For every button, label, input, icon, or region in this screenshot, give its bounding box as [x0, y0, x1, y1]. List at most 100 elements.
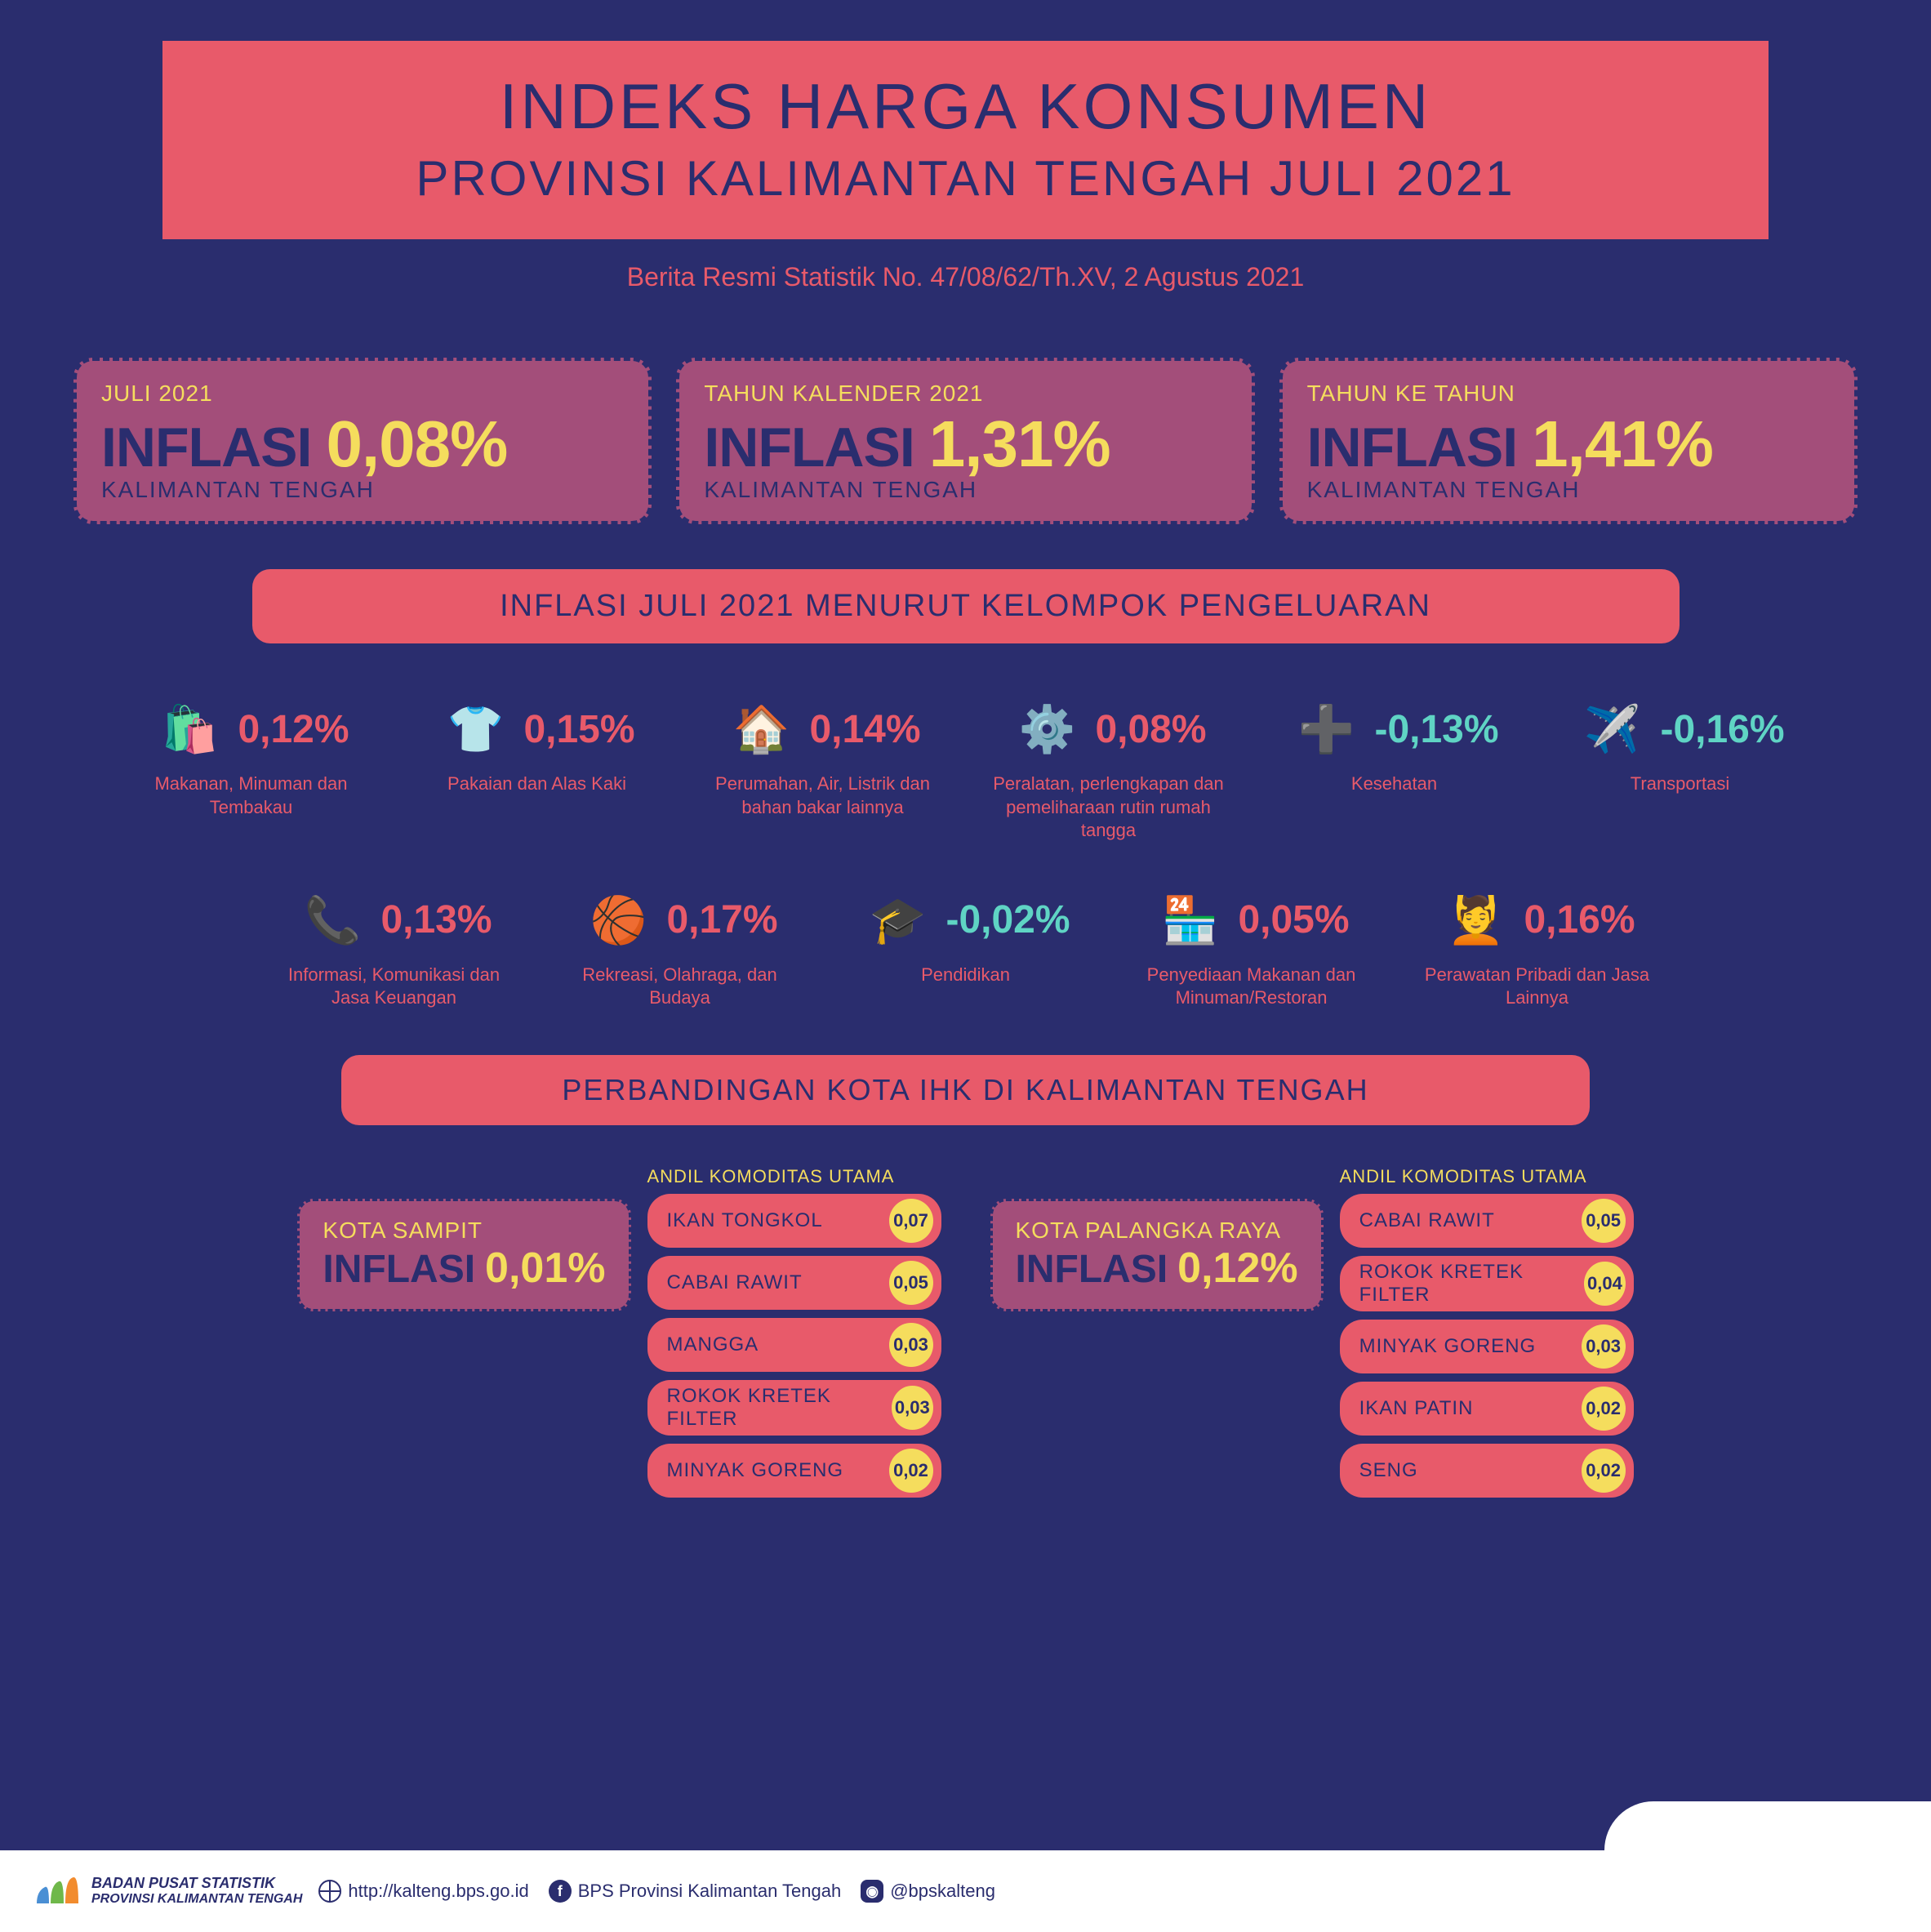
category-label: Informasi, Komunikasi dan Jasa Keuangan: [272, 964, 517, 1010]
commodity-title: ANDIL KOMODITAS UTAMA: [647, 1166, 941, 1187]
category-value: 0,17%: [666, 897, 777, 942]
stat-card: TAHUN KALENDER 2021 INFLASI 1,31% KALIMA…: [676, 358, 1254, 524]
category-item: ⚙️ 0,08% Peralatan, perlengkapan dan pem…: [974, 692, 1244, 843]
commodity-value: 0,04: [1584, 1262, 1625, 1306]
category-row-1: 🛍️ 0,12% Makanan, Minuman dan Tembakau 👕…: [73, 692, 1858, 843]
commodity-value: 0,03: [892, 1386, 932, 1430]
commodity-value: 0,05: [1582, 1199, 1626, 1243]
category-label: Pakaian dan Alas Kaki: [447, 772, 626, 796]
commodity-row: MINYAK GORENG 0,02: [647, 1444, 941, 1498]
title-banner: INDEKS HARGA KONSUMEN PROVINSI KALIMANTA…: [162, 41, 1769, 239]
category-item: 👕 0,15% Pakaian dan Alas Kaki: [403, 692, 672, 843]
stat-label: INFLASI: [101, 416, 311, 479]
subtitle-note: Berita Resmi Statistik No. 47/08/62/Th.X…: [73, 262, 1858, 292]
commodity-row: CABAI RAWIT 0,05: [1340, 1194, 1634, 1248]
city-name: KOTA PALANGKA RAYA: [1016, 1218, 1298, 1244]
category-icon: 🏪: [1153, 884, 1226, 957]
commodity-value: 0,03: [889, 1323, 933, 1367]
category-label: Perumahan, Air, Listrik dan bahan bakar …: [701, 772, 945, 819]
footer: BADAN PUSAT STATISTIK PROVINSI KALIMANTA…: [0, 1850, 1931, 1932]
category-icon: ➕: [1289, 692, 1363, 766]
category-item: 🛍️ 0,12% Makanan, Minuman dan Tembakau: [117, 692, 386, 843]
stat-value: 1,31%: [929, 407, 1110, 482]
footer-curve: [1604, 1801, 1931, 1850]
commodity-title: ANDIL KOMODITAS UTAMA: [1340, 1166, 1634, 1187]
commodity-row: SENG 0,02: [1340, 1444, 1634, 1498]
category-item: ➕ -0,13% Kesehatan: [1260, 692, 1529, 843]
city-inflasi-label: INFLASI: [1016, 1247, 1168, 1292]
footer-logo-block: BADAN PUSAT STATISTIK PROVINSI KALIMANTA…: [33, 1875, 302, 1908]
category-label: Kesehatan: [1351, 772, 1437, 796]
commodity-name: SENG: [1359, 1459, 1418, 1482]
category-value: 0,05%: [1238, 897, 1349, 942]
commodity-name: CABAI RAWIT: [1359, 1209, 1495, 1232]
facebook-icon: f: [549, 1880, 572, 1903]
category-value: -0,16%: [1660, 707, 1784, 752]
stat-region: KALIMANTAN TENGAH: [1307, 477, 1830, 503]
commodity-name: MANGGA: [667, 1333, 759, 1356]
city-block: KOTA PALANGKA RAYA INFLASI 0,12% ANDIL K…: [990, 1166, 1634, 1506]
commodity-value: 0,02: [1582, 1387, 1626, 1431]
category-value: 0,08%: [1095, 707, 1206, 752]
commodity-name: IKAN PATIN: [1359, 1397, 1474, 1420]
category-label: Penyediaan Makanan dan Minuman/Restoran: [1129, 964, 1374, 1010]
commodity-name: ROKOK KRETEK FILTER: [667, 1385, 892, 1431]
title-main: INDEKS HARGA KONSUMEN: [195, 69, 1736, 144]
category-value: -0,02%: [945, 897, 1070, 942]
commodity-name: MINYAK GORENG: [1359, 1335, 1537, 1358]
infographic-page: INDEKS HARGA KONSUMEN PROVINSI KALIMANTA…: [0, 0, 1931, 1932]
stat-period: JULI 2021: [101, 381, 624, 407]
stat-region: KALIMANTAN TENGAH: [101, 477, 624, 503]
commodity-value: 0,02: [889, 1449, 933, 1493]
commodity-row: IKAN TONGKOL 0,07: [647, 1194, 941, 1248]
stat-period: TAHUN KALENDER 2021: [704, 381, 1226, 407]
commodity-row: ROKOK KRETEK FILTER 0,04: [1340, 1256, 1634, 1311]
category-icon: 🏀: [581, 884, 655, 957]
category-label: Transportasi: [1631, 772, 1729, 796]
section-category-banner: INFLASI JULI 2021 MENURUT KELOMPOK PENGE…: [252, 569, 1680, 643]
commodity-value: 0,02: [1582, 1449, 1626, 1493]
stat-value: 0,08%: [326, 407, 507, 482]
commodity-row: MANGGA 0,03: [647, 1318, 941, 1372]
stat-value: 1,41%: [1532, 407, 1713, 482]
category-item: 💆 0,16% Perawatan Pribadi dan Jasa Lainn…: [1403, 884, 1672, 1010]
category-icon: 📞: [296, 884, 369, 957]
category-icon: ✈️: [1575, 692, 1648, 766]
category-icon: 🛍️: [153, 692, 226, 766]
category-value: -0,13%: [1374, 707, 1498, 752]
footer-fb: BPS Provinsi Kalimantan Tengah: [578, 1881, 841, 1902]
footer-org: BADAN PUSAT STATISTIK PROVINSI KALIMANTA…: [91, 1876, 302, 1906]
stat-region: KALIMANTAN TENGAH: [704, 477, 1226, 503]
footer-url-link[interactable]: http://kalteng.bps.go.id: [318, 1880, 528, 1903]
category-icon: ⚙️: [1010, 692, 1083, 766]
category-label: Perawatan Pribadi dan Jasa Lainnya: [1415, 964, 1660, 1010]
commodity-column: ANDIL KOMODITAS UTAMA IKAN TONGKOL 0,07 …: [647, 1166, 941, 1506]
category-label: Rekreasi, Olahraga, dan Budaya: [558, 964, 803, 1010]
category-value: 0,15%: [523, 707, 634, 752]
city-name: KOTA SAMPIT: [323, 1218, 605, 1244]
footer-org-line1: BADAN PUSAT STATISTIK: [91, 1876, 302, 1892]
commodity-row: MINYAK GORENG 0,03: [1340, 1320, 1634, 1373]
category-icon: 🎓: [861, 884, 934, 957]
footer-fb-link[interactable]: f BPS Provinsi Kalimantan Tengah: [549, 1880, 841, 1903]
stat-card: TAHUN KE TAHUN INFLASI 1,41% KALIMANTAN …: [1279, 358, 1858, 524]
category-grid: 🛍️ 0,12% Makanan, Minuman dan Tembakau 👕…: [73, 692, 1858, 1010]
city-inflasi-value: 0,01%: [485, 1244, 605, 1293]
stat-cards-row: JULI 2021 INFLASI 0,08% KALIMANTAN TENGA…: [73, 358, 1858, 524]
footer-ig-link[interactable]: ◉ @bpskalteng: [861, 1880, 995, 1903]
commodity-row: CABAI RAWIT 0,05: [647, 1256, 941, 1310]
category-item: 🏠 0,14% Perumahan, Air, Listrik dan baha…: [688, 692, 958, 843]
category-row-2: 📞 0,13% Informasi, Komunikasi dan Jasa K…: [73, 884, 1858, 1010]
category-icon: 👕: [438, 692, 512, 766]
commodity-column: ANDIL KOMODITAS UTAMA CABAI RAWIT 0,05 R…: [1340, 1166, 1634, 1506]
footer-org-line2: PROVINSI KALIMANTAN TENGAH: [91, 1892, 302, 1907]
category-value: 0,13%: [380, 897, 492, 942]
city-block: KOTA SAMPIT INFLASI 0,01% ANDIL KOMODITA…: [297, 1166, 941, 1506]
category-icon: 🏠: [724, 692, 798, 766]
category-item: 🎓 -0,02% Pendidikan: [831, 884, 1101, 1010]
commodity-row: IKAN PATIN 0,02: [1340, 1382, 1634, 1436]
category-item: 🏪 0,05% Penyediaan Makanan dan Minuman/R…: [1117, 884, 1386, 1010]
category-item: 📞 0,13% Informasi, Komunikasi dan Jasa K…: [260, 884, 529, 1010]
category-label: Peralatan, perlengkapan dan pemeliharaan…: [986, 772, 1231, 843]
title-sub: PROVINSI KALIMANTAN TENGAH JULI 2021: [195, 150, 1736, 207]
